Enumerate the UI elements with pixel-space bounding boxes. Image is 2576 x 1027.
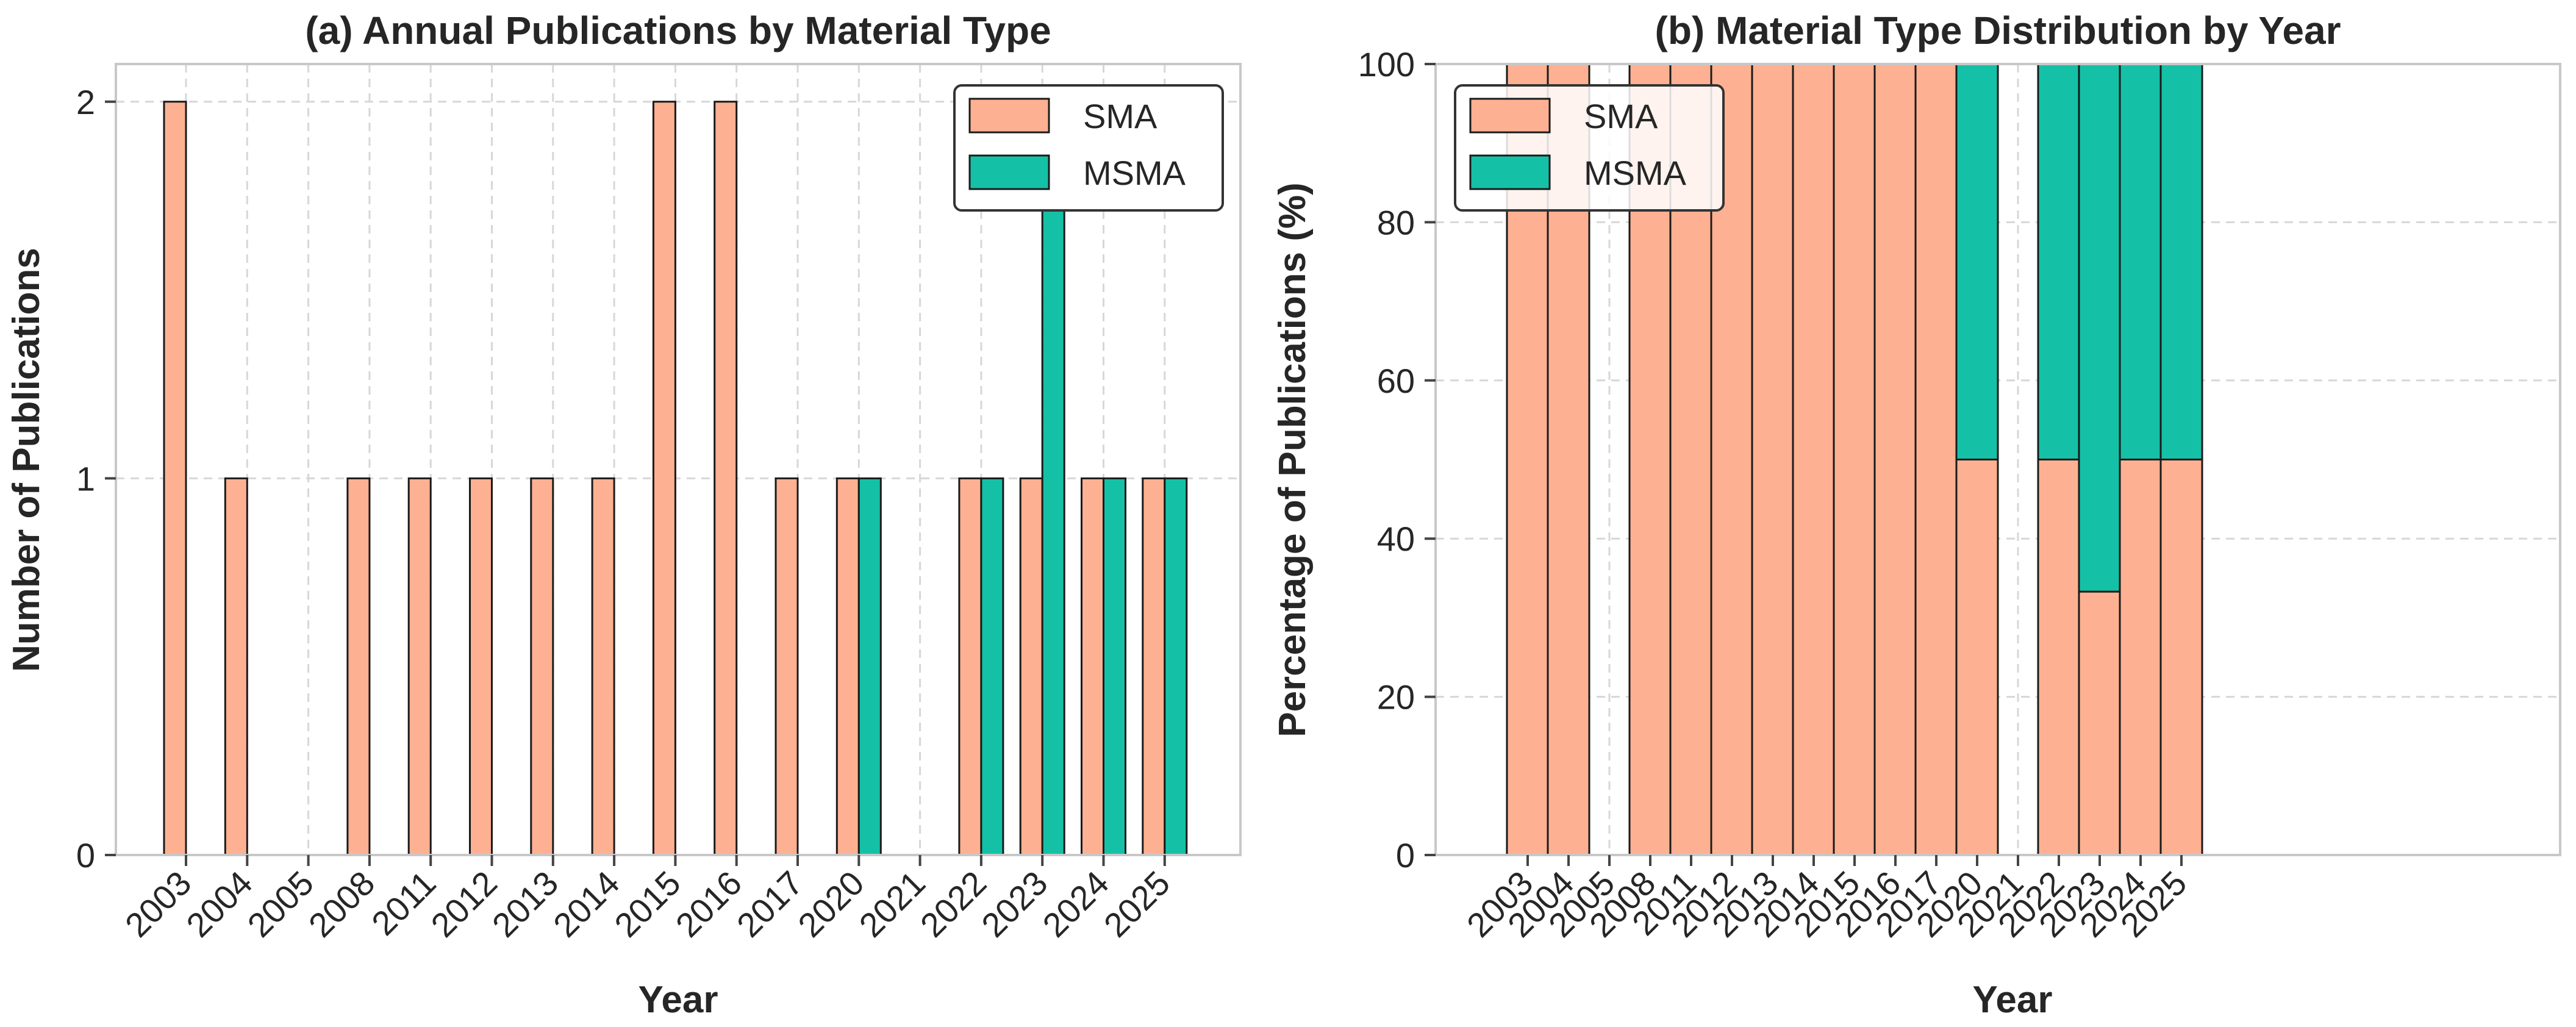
panel-a-x-tick-label: 2003	[118, 864, 199, 945]
panel-a-bar-msma-2023	[1041, 101, 1065, 856]
panel-a-bar-msma-2025	[1164, 477, 1188, 856]
panel-b-bar-msma-2025	[2159, 63, 2203, 460]
panel-b-legend-sma-swatch	[1469, 98, 1551, 134]
panel-a-x-tick-label: 2025	[1097, 864, 1178, 945]
panel-a-y-tick-label: 0	[76, 836, 95, 875]
panel-a-bar-sma-2024	[1081, 477, 1104, 856]
panel-a-bar-sma-2011	[407, 477, 432, 856]
panel-b-y-tick-label: 100	[1358, 45, 1415, 84]
panel-b-bar-sma-2014	[1792, 63, 1836, 856]
panel-b-y-tick-label: 40	[1377, 520, 1415, 558]
panel-b-x-axis-label: Year	[1972, 979, 2052, 1021]
panel-b-bar-sma-2024	[2119, 459, 2163, 856]
panel-b-bar-sma-2025	[2159, 459, 2203, 856]
panel-a-x-tick-label: 2020	[790, 864, 871, 945]
panel-a-x-tick-label: 2023	[974, 864, 1055, 945]
panel-b-bar-msma-2022	[2037, 63, 2081, 460]
panel-b-bar-sma-2017	[1914, 63, 1958, 856]
panel-a-y-axis-label: Number of Publications	[5, 248, 48, 672]
panel-a-bar-msma-2022	[980, 477, 1004, 856]
panel-b-y-tick-label: 60	[1377, 362, 1415, 400]
panel-a-bar-sma-2015	[652, 101, 676, 856]
panel-b-bar-sma-2023	[2078, 590, 2122, 856]
panel-a-annual-publications: (a) Annual Publications by Material Type…	[5, 9, 1242, 1021]
panel-a-bar-sma-2016	[714, 101, 738, 856]
panel-a-title: (a) Annual Publications by Material Type	[305, 9, 1051, 52]
panel-a-bar-sma-2017	[775, 477, 799, 856]
panel-a-x-tick-label: 2021	[851, 864, 932, 945]
panel-a-bar-msma-2020	[857, 477, 882, 856]
panel-a-y-tick-label: 2	[76, 83, 95, 121]
panel-b-bar-sma-2016	[1873, 63, 1917, 856]
panel-a-x-tick-label: 2016	[668, 864, 750, 945]
panel-a-legend-msma-swatch	[968, 154, 1050, 190]
panel-a-y-tick-label: 1	[76, 459, 95, 498]
panel-a-x-tick-label: 2017	[729, 864, 810, 945]
panel-a-x-tick-label: 2024	[1035, 864, 1116, 945]
panel-b-x-ticks: 2003200420052008201120122013201420152016…	[1459, 855, 2194, 945]
panel-a-x-tick-label: 2008	[301, 864, 382, 945]
panel-a-bar-sma-2004	[224, 477, 248, 856]
panel-a-bar-sma-2020	[835, 477, 860, 856]
panel-b-y-tick-label: 80	[1377, 203, 1415, 242]
panel-b-title: (b) Material Type Distribution by Year	[1655, 9, 2341, 52]
panel-a-bar-sma-2023	[1019, 477, 1043, 856]
panel-a-legend: SMA MSMA	[953, 84, 1224, 212]
panel-b-y-tick-label: 20	[1377, 678, 1415, 717]
panel-b-legend-msma-label: MSMA	[1584, 154, 1687, 192]
panel-a-bar-msma-2024	[1103, 477, 1126, 856]
panel-a-legend-sma-label: SMA	[1083, 97, 1157, 135]
panel-b-legend: SMA MSMA	[1454, 84, 1725, 212]
panel-a-x-tick-label: 2015	[607, 864, 688, 945]
panel-a-bar-sma-2003	[163, 101, 187, 856]
panel-b-y-ticks: 0 20 40 60 80 100	[1358, 45, 1436, 875]
panel-a-plot-frame	[115, 63, 1242, 856]
panel-a-bar-sma-2008	[346, 477, 371, 856]
panel-a-x-tick-label: 2013	[485, 864, 566, 945]
panel-b-y-axis-label: Percentage of Publications (%)	[1272, 182, 1314, 737]
panel-b-bar-sma-2015	[1833, 63, 1877, 856]
panel-a-x-tick-label: 2011	[364, 864, 443, 943]
panel-b-plot-frame	[1434, 63, 2561, 856]
panel-a-x-tick-label: 2022	[913, 864, 994, 945]
panel-a-bars	[163, 101, 1188, 856]
panel-a-x-tick-label: 2005	[240, 864, 321, 945]
panel-a-x-axis-label: Year	[638, 979, 718, 1021]
panel-a-y-ticks: 0 1 2	[76, 83, 116, 875]
panel-b-bar-sma-2022	[2037, 459, 2081, 856]
panel-b-legend-msma-swatch	[1469, 154, 1551, 190]
panel-b-y-tick-label: 0	[1396, 836, 1415, 875]
panel-b-bar-sma-2013	[1751, 63, 1795, 856]
panel-b-bar-msma-2023	[2078, 63, 2122, 593]
panel-b-bar-sma-2020	[1955, 459, 1999, 856]
panel-b-bar-msma-2024	[2119, 63, 2163, 460]
panel-b-legend-sma-label: SMA	[1584, 97, 1658, 135]
panel-a-legend-sma-swatch	[968, 98, 1050, 134]
panel-b-bar-msma-2020	[1955, 63, 1999, 460]
panel-a-bar-sma-2012	[469, 477, 493, 856]
panel-a-bar-sma-2025	[1142, 477, 1166, 856]
panel-a-x-tick-label: 2014	[546, 864, 627, 945]
panel-a-bar-sma-2014	[591, 477, 615, 856]
panel-a-x-ticks: 2003200420052008201120122013201420152016…	[118, 855, 1177, 945]
panel-b-distribution-by-year: (b) Material Type Distribution by Year Y…	[1272, 9, 2561, 1021]
panel-a-bar-sma-2013	[530, 477, 554, 856]
panel-a-legend-msma-label: MSMA	[1083, 154, 1186, 192]
panel-a-x-tick-label: 2004	[179, 864, 260, 945]
panel-a-x-tick-label: 2012	[423, 864, 504, 945]
panel-a-bar-sma-2022	[958, 477, 982, 856]
